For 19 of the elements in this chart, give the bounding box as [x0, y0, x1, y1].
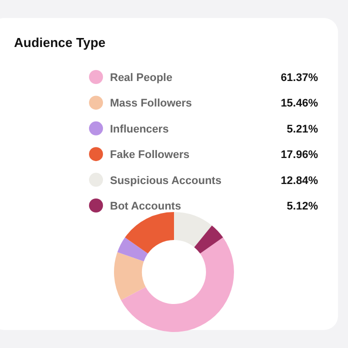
donut-slice: [174, 212, 212, 248]
chart-title: Audience Type: [14, 35, 106, 50]
data-label: 12.84%: [280, 174, 318, 187]
donut-slice: [114, 252, 146, 300]
donut-slice: [124, 212, 174, 254]
data-label: 61.37%: [280, 72, 318, 84]
data-label: 5.21%: [286, 123, 318, 136]
legend-label: Suspicious Accounts: [110, 174, 222, 187]
legend-label: Fake Followers: [110, 149, 190, 162]
legend-label: Bot Accounts: [110, 200, 182, 212]
legend-label: Mass Followers: [110, 98, 192, 110]
data-label: 17.96%: [280, 149, 318, 162]
data-label: 15.46%: [280, 98, 318, 110]
data-label: 5.12%: [286, 200, 318, 212]
legend-label: Influencers: [110, 123, 169, 136]
donut-slice: [117, 237, 148, 262]
donut-slice: [120, 237, 234, 332]
donut-slice: [194, 225, 224, 254]
legend-label: Real People: [110, 72, 172, 84]
